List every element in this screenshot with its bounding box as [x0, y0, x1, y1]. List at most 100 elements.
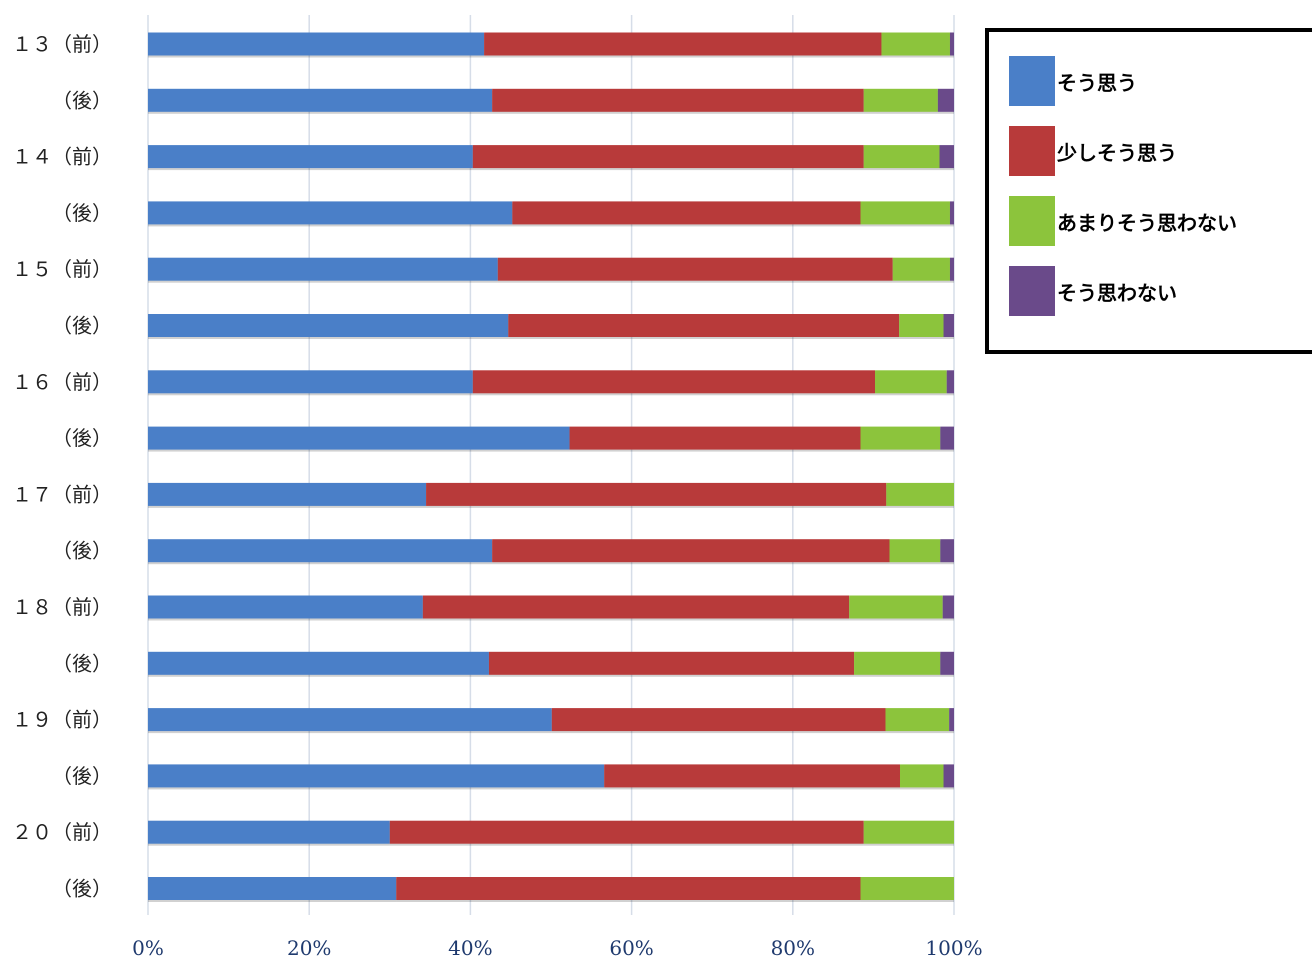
bar-segment-10-0 — [148, 595, 423, 619]
category-label-2: １４（前） — [12, 145, 112, 169]
bar-segment-5-2 — [899, 314, 944, 337]
bar-segment-1-3 — [937, 88, 954, 112]
legend-swatch-2 — [1009, 196, 1055, 246]
legend-label-0: そう思う — [1057, 70, 1137, 95]
bar-segment-0-0 — [148, 32, 485, 56]
x-tick-label-3: 60% — [609, 936, 653, 959]
bar-segment-2-0 — [148, 145, 473, 169]
bar-segment-9-0 — [148, 539, 493, 563]
category-label-12: １９（前） — [12, 708, 112, 732]
bar-segment-12-0 — [148, 708, 552, 732]
bar-segment-15-1 — [396, 877, 861, 900]
category-label-15: （後） — [52, 877, 112, 901]
bar-segment-13-3 — [943, 764, 954, 788]
bar-segment-13-2 — [899, 764, 944, 788]
x-tick-labels: 0% 20% 40% 60% 80% 100% — [132, 936, 982, 959]
bar-segment-14-0 — [148, 820, 390, 844]
legend: そう思う 少しそう思う あまりそう思わない そう思わない — [985, 28, 1312, 354]
x-tick-label-1: 20% — [287, 936, 331, 959]
bar-segment-8-1 — [426, 482, 887, 506]
category-label-5: （後） — [52, 314, 112, 338]
category-label-11: （後） — [52, 651, 112, 675]
bar-segment-5-1 — [508, 314, 900, 337]
bar-segment-6-1 — [472, 370, 876, 394]
bar-segment-7-0 — [148, 426, 570, 450]
bar-segment-9-2 — [889, 539, 941, 563]
category-label-9: （後） — [52, 539, 112, 563]
bar-segment-12-2 — [885, 708, 950, 732]
bar-segment-11-1 — [488, 651, 855, 675]
bar-segment-0-2 — [881, 32, 950, 56]
legend-item-2: あまりそう思わない — [1009, 196, 1237, 246]
x-tick-label-2: 40% — [448, 936, 492, 959]
bar-segment-2-3 — [939, 145, 954, 169]
bar-segment-6-3 — [946, 370, 954, 394]
bar-segment-9-3 — [940, 539, 954, 563]
bar-segment-0-3 — [949, 32, 954, 56]
legend-item-3: そう思わない — [1009, 266, 1177, 316]
bar-segment-3-0 — [148, 201, 513, 225]
legend-swatch-0 — [1009, 56, 1055, 106]
category-label-1: （後） — [52, 88, 112, 112]
category-label-0: １３（前） — [12, 32, 112, 56]
bar-segment-10-2 — [849, 595, 943, 619]
category-label-13: （後） — [52, 764, 112, 788]
bar-segment-2-2 — [863, 145, 940, 169]
bar-segment-4-0 — [148, 257, 498, 281]
category-label-14: ２０（前） — [12, 820, 112, 844]
bar-segment-15-2 — [860, 877, 954, 900]
bar-segment-10-3 — [942, 595, 954, 619]
bar-segment-7-1 — [569, 426, 861, 450]
bar-segment-3-3 — [949, 201, 954, 225]
legend-swatch-3 — [1009, 266, 1055, 316]
bar-segment-5-0 — [148, 314, 509, 337]
bar-segment-2-1 — [472, 145, 864, 169]
x-tick-label-5: 100% — [925, 936, 982, 959]
legend-swatch-1 — [1009, 126, 1055, 176]
bar-segment-7-3 — [940, 426, 954, 450]
bar-segment-1-2 — [863, 88, 938, 112]
bar-segment-4-2 — [892, 257, 950, 281]
bar-segment-3-2 — [860, 201, 950, 225]
bar-segment-5-3 — [943, 314, 954, 337]
bar-segment-11-2 — [854, 651, 941, 675]
bar-segment-8-0 — [148, 482, 427, 506]
x-tick-label-4: 80% — [771, 936, 815, 959]
bar-segment-4-1 — [497, 257, 893, 281]
bar-segment-10-1 — [422, 595, 850, 619]
bar-segment-0-1 — [484, 32, 882, 56]
x-tick-label-0: 0% — [132, 936, 164, 959]
bar-segment-12-1 — [551, 708, 886, 732]
bars — [148, 32, 954, 902]
bar-segment-1-0 — [148, 88, 493, 112]
category-labels: １３（前） （後） １４（前） （後） １５（前） （後） １６（前） （後） １７（前） （後）… — [12, 32, 112, 901]
legend-label-2: あまりそう思わない — [1057, 210, 1237, 235]
bar-segment-14-1 — [389, 820, 864, 844]
bar-segment-6-0 — [148, 370, 473, 394]
legend-label-3: そう思わない — [1057, 280, 1177, 305]
bar-segment-14-2 — [863, 820, 954, 844]
bar-segment-3-1 — [512, 201, 861, 225]
bar-segment-4-3 — [949, 257, 954, 281]
category-label-6: １６（前） — [12, 370, 112, 394]
bar-segment-8-2 — [886, 482, 954, 506]
bar-segment-9-1 — [492, 539, 890, 563]
legend-label-1: 少しそう思う — [1057, 140, 1177, 165]
legend-item-1: 少しそう思う — [1009, 126, 1177, 176]
bar-segment-11-0 — [148, 651, 489, 675]
bar-segment-1-1 — [492, 88, 864, 112]
bar-segment-12-3 — [949, 708, 954, 732]
bar-segment-13-0 — [148, 764, 605, 788]
bar-segment-13-1 — [604, 764, 900, 788]
bar-segment-15-0 — [148, 877, 397, 900]
category-label-3: （後） — [52, 201, 112, 225]
category-label-10: １８（前） — [12, 595, 112, 619]
legend-item-0: そう思う — [1009, 56, 1137, 106]
category-label-4: １５（前） — [12, 257, 112, 281]
bar-segment-11-3 — [940, 651, 954, 675]
bar-segment-6-2 — [875, 370, 947, 394]
bar-segment-7-2 — [860, 426, 941, 450]
category-label-7: （後） — [52, 426, 112, 450]
category-label-8: １７（前） — [12, 482, 112, 506]
